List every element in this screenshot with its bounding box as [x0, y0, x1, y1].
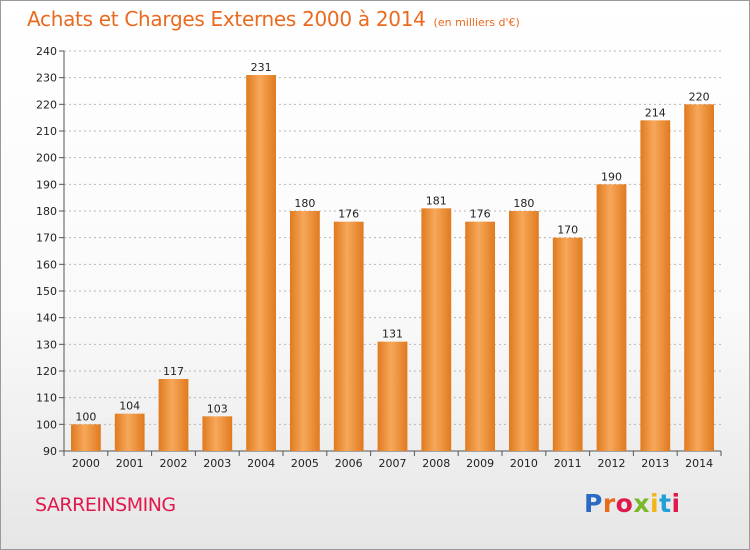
y-tick-label: 180: [36, 205, 57, 218]
x-tick-label: 2000: [72, 457, 100, 470]
x-tick-label: 2004: [247, 457, 275, 470]
y-tick-label: 110: [36, 392, 57, 405]
brand-letter: P: [584, 489, 603, 518]
bar: [158, 379, 189, 451]
y-tick-label: 200: [36, 152, 57, 165]
data-label: 220: [689, 90, 710, 103]
y-tick-label: 130: [36, 338, 57, 351]
chart-title-text: Achats et Charges Externes 2000 à 2014: [27, 7, 426, 31]
x-tick-label: 2005: [291, 457, 319, 470]
x-tick-label: 2002: [160, 457, 188, 470]
x-tick-label: 2007: [379, 457, 407, 470]
x-tick-label: 2008: [422, 457, 450, 470]
x-tick-label: 2011: [554, 457, 582, 470]
data-labels: 100 104 117 103 231 180 176 131 181 176 180 170 190 2…: [75, 61, 709, 423]
place-name: SARREINSMING: [35, 494, 176, 516]
brand-letter: r: [602, 489, 616, 518]
x-tick-label: 2009: [466, 457, 494, 470]
data-label: 231: [251, 61, 272, 74]
y-tick-label: 90: [43, 445, 57, 458]
bar: [421, 208, 452, 451]
chart-title: Achats et Charges Externes 2000 à 2014 (e…: [27, 7, 520, 31]
data-label: 103: [207, 402, 228, 415]
bar: [290, 211, 320, 451]
y-tick-label: 240: [36, 45, 57, 58]
y-tick-label: 170: [36, 232, 57, 245]
data-label: 104: [119, 400, 140, 413]
data-label: 170: [557, 224, 578, 237]
data-label: 176: [338, 208, 359, 221]
x-tick-label: 2012: [598, 457, 626, 470]
bar: [202, 416, 233, 451]
data-label: 117: [163, 365, 184, 378]
data-label: 180: [513, 197, 534, 210]
data-label: 181: [426, 194, 447, 207]
data-label: 176: [470, 208, 491, 221]
brand-letter: i: [650, 489, 660, 518]
x-tick-label: 2006: [335, 457, 363, 470]
bar: [509, 211, 539, 451]
x-tick-label: 2014: [685, 457, 713, 470]
chart-unit: (en milliers d'€): [433, 16, 520, 29]
y-tick-label: 140: [36, 312, 57, 325]
x-tick-label: 2003: [203, 457, 231, 470]
bar: [377, 341, 408, 451]
y-tick-label: 230: [36, 72, 57, 85]
bar: [246, 75, 276, 451]
y-tick-label: 100: [36, 418, 57, 431]
y-tick-label: 210: [36, 125, 57, 138]
y-tick-label: 120: [36, 365, 57, 378]
x-tick-label: 2001: [116, 457, 144, 470]
bar: [552, 237, 583, 451]
axes: 90 100 110 120 130 140 150 160 170 180 190 200 210 22…: [36, 45, 722, 470]
y-tick-label: 220: [36, 98, 57, 111]
bar: [333, 221, 364, 451]
x-tick-label: 2010: [510, 457, 538, 470]
brand-letter: o: [615, 489, 634, 518]
data-label: 100: [75, 410, 96, 423]
y-tick-label: 190: [36, 178, 57, 191]
brand-letter: i: [671, 489, 681, 518]
data-label: 131: [382, 328, 403, 341]
y-tick-label: 150: [36, 285, 57, 298]
y-tick-label: 160: [36, 258, 57, 271]
bar: [114, 413, 145, 451]
bar: [465, 221, 495, 451]
data-label: 190: [601, 170, 622, 183]
bar: [640, 120, 671, 451]
bars: [71, 75, 714, 452]
data-label: 214: [645, 106, 666, 119]
brand-letter: x: [633, 489, 650, 518]
bar: [71, 424, 101, 451]
x-tick-label: 2013: [641, 457, 669, 470]
bar: [596, 184, 627, 452]
brand-logo: Proxiti: [584, 489, 681, 518]
data-label: 180: [294, 197, 315, 210]
bar: [684, 104, 714, 451]
brand-letter: t: [659, 489, 672, 518]
